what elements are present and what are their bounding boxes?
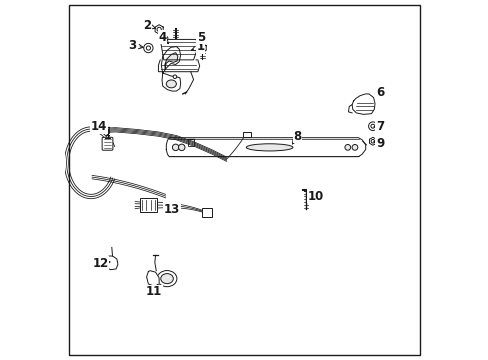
Text: 11: 11 — [146, 284, 162, 298]
Circle shape — [370, 124, 374, 128]
FancyBboxPatch shape — [102, 137, 113, 150]
Circle shape — [143, 43, 153, 53]
FancyBboxPatch shape — [202, 208, 212, 217]
Circle shape — [178, 144, 184, 150]
Ellipse shape — [157, 271, 177, 287]
Circle shape — [370, 139, 374, 143]
Text: 1: 1 — [191, 40, 204, 53]
Polygon shape — [166, 138, 365, 157]
Polygon shape — [155, 25, 163, 34]
FancyBboxPatch shape — [243, 132, 250, 137]
Polygon shape — [158, 60, 199, 72]
Polygon shape — [146, 271, 159, 287]
Polygon shape — [198, 43, 206, 53]
Text: 14: 14 — [91, 121, 107, 134]
Circle shape — [173, 75, 176, 78]
Circle shape — [172, 144, 179, 150]
Text: 13: 13 — [163, 203, 180, 216]
Circle shape — [344, 144, 350, 150]
Text: 6: 6 — [375, 86, 384, 99]
FancyBboxPatch shape — [140, 198, 157, 212]
Polygon shape — [369, 137, 376, 145]
Circle shape — [146, 46, 150, 50]
Polygon shape — [351, 94, 374, 114]
Text: 7: 7 — [373, 121, 384, 134]
Text: 9: 9 — [373, 137, 384, 150]
Polygon shape — [161, 46, 180, 73]
Circle shape — [200, 46, 204, 50]
Polygon shape — [164, 53, 178, 69]
Ellipse shape — [161, 274, 173, 284]
Circle shape — [157, 27, 161, 31]
Text: 8: 8 — [292, 130, 301, 144]
Text: 3: 3 — [128, 39, 143, 52]
Text: 12: 12 — [92, 257, 110, 270]
Circle shape — [351, 144, 357, 150]
Polygon shape — [162, 73, 180, 91]
Text: 10: 10 — [307, 190, 323, 203]
Polygon shape — [160, 40, 198, 60]
Circle shape — [368, 122, 376, 131]
Ellipse shape — [246, 144, 292, 151]
Text: 2: 2 — [143, 19, 155, 32]
Text: 4: 4 — [158, 31, 168, 44]
Ellipse shape — [166, 80, 176, 88]
Polygon shape — [105, 256, 118, 270]
Text: 5: 5 — [196, 31, 204, 45]
